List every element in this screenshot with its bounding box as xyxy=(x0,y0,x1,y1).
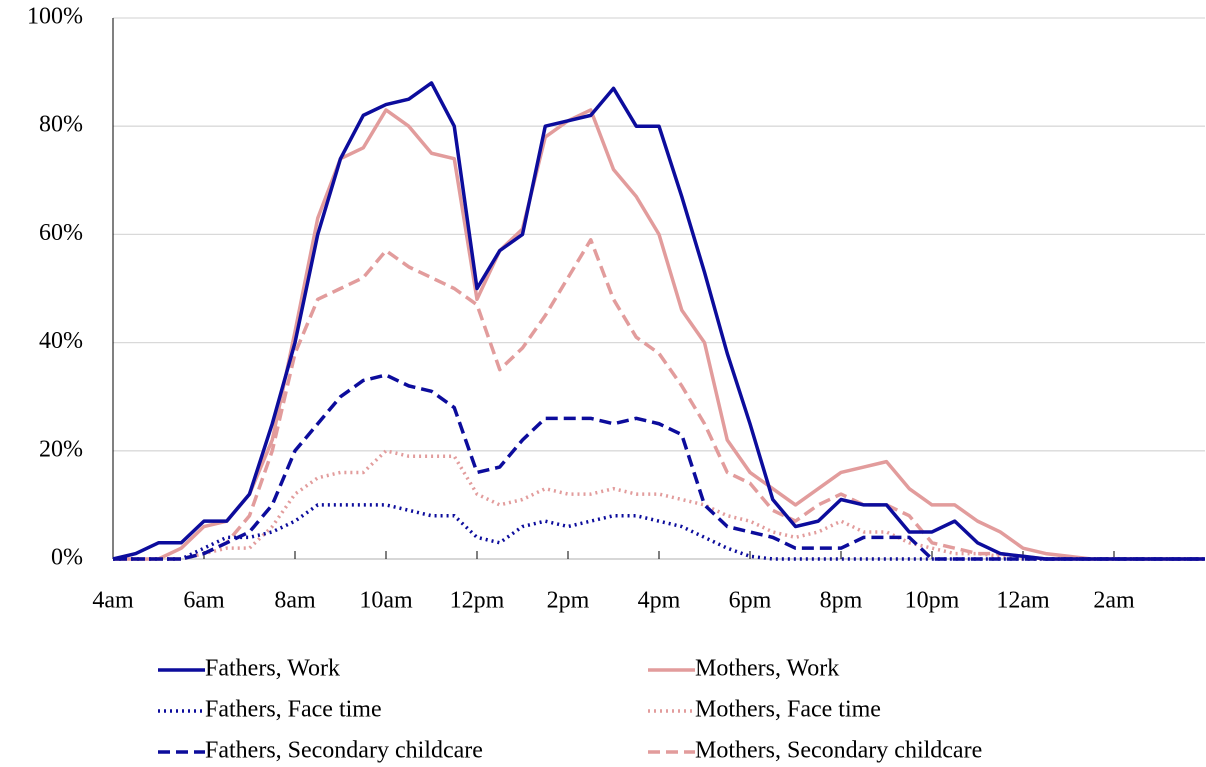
x-tick-label: 6pm xyxy=(729,588,772,614)
legend-label: Fathers, Secondary childcare xyxy=(205,738,483,764)
x-tick-label: 10am xyxy=(359,588,413,614)
y-tick-label: 20% xyxy=(39,436,83,462)
x-tick-label: 4pm xyxy=(638,588,681,614)
y-tick-label: 60% xyxy=(39,220,83,246)
y-tick-label: 40% xyxy=(39,328,83,354)
y-tick-label: 100% xyxy=(27,4,83,30)
x-tick-label: 8pm xyxy=(820,588,863,614)
x-tick-label: 6am xyxy=(183,588,225,614)
series-line xyxy=(113,108,1205,561)
legend-label: Mothers, Secondary childcare xyxy=(695,738,982,764)
y-tick-label: 0% xyxy=(51,545,83,571)
legend-label: Fathers, Work xyxy=(205,656,340,682)
legend-label: Fathers, Face time xyxy=(205,697,382,723)
x-tick-label: 2am xyxy=(1093,588,1135,614)
x-tick-label: 8am xyxy=(274,588,316,614)
x-tick-label: 12pm xyxy=(450,588,505,614)
x-tick-label: 12am xyxy=(996,588,1050,614)
series-line xyxy=(113,449,1205,561)
series-line xyxy=(113,238,1205,561)
y-tick-label: 80% xyxy=(39,112,83,138)
legend-label: Mothers, Work xyxy=(695,656,839,682)
x-tick-label: 4am xyxy=(92,588,134,614)
series-line xyxy=(112,81,1205,561)
legend-label: Mothers, Face time xyxy=(695,697,881,723)
series-line xyxy=(113,373,1205,561)
series-line xyxy=(113,503,1205,561)
x-tick-label: 10pm xyxy=(905,588,960,614)
x-tick-label: 2pm xyxy=(547,588,590,614)
